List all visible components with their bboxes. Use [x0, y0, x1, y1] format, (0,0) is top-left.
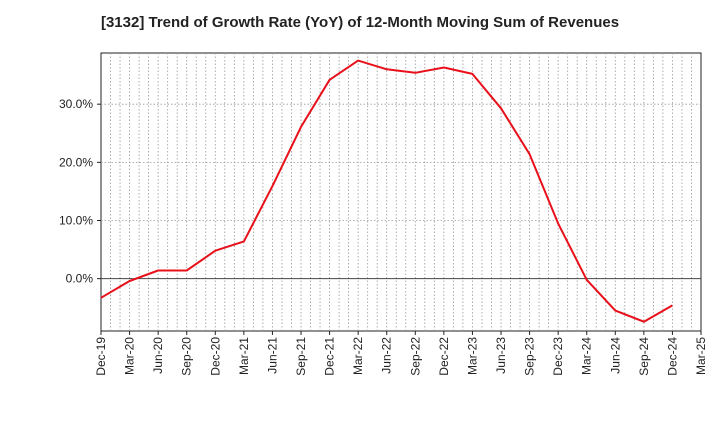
- x-tick-label: Sep-24: [637, 337, 651, 376]
- x-tick-label: Jun-22: [380, 337, 394, 374]
- x-tick-label: Sep-23: [523, 337, 537, 376]
- x-tick-label: Jun-21: [265, 337, 279, 374]
- x-tick-label: Mar-23: [465, 337, 479, 375]
- x-tick-label: Dec-24: [665, 337, 679, 376]
- chart-title: [3132] Trend of Growth Rate (YoY) of 12-…: [100, 14, 620, 31]
- gridlines: [101, 53, 701, 331]
- x-tick-label: Mar-20: [123, 337, 137, 375]
- x-tick-label: Sep-20: [180, 337, 194, 376]
- y-tick-label: 0.0%: [66, 272, 94, 286]
- y-axis-tick-labels: 0.0% 10.0% 20.0% 30.0%: [59, 97, 101, 286]
- x-tick-label: Mar-25: [694, 337, 708, 375]
- plot-frame: [100, 52, 702, 332]
- series-layer: [100, 59, 673, 323]
- x-tick-label: Sep-22: [408, 337, 422, 376]
- x-tick-label: Dec-19: [94, 337, 108, 376]
- x-tick-label: Dec-21: [323, 337, 337, 376]
- y-tick-label: 30.0%: [59, 97, 93, 111]
- x-tick-label: Mar-24: [580, 337, 594, 375]
- x-tick-label: Sep-21: [294, 337, 308, 376]
- series-line: [100, 59, 673, 323]
- x-tick-label: Mar-21: [237, 337, 251, 375]
- y-tick-label: 10.0%: [59, 213, 93, 227]
- x-tick-label: Jun-20: [151, 337, 165, 374]
- y-tick-label: 20.0%: [59, 155, 93, 169]
- x-tick-label: Dec-23: [551, 337, 565, 376]
- x-tick-label: Jun-23: [494, 337, 508, 374]
- plot-area: [100, 52, 702, 332]
- x-axis-tick-labels: Dec-19 Mar-20 Jun-20 Sep-20 Dec-20 Mar-21 Jun-…: [94, 331, 708, 376]
- x-tick-label: Dec-22: [437, 337, 451, 376]
- x-tick-label: Mar-22: [351, 337, 365, 375]
- x-tick-label: Jun-24: [608, 337, 622, 374]
- x-tick-label: Dec-20: [208, 337, 222, 376]
